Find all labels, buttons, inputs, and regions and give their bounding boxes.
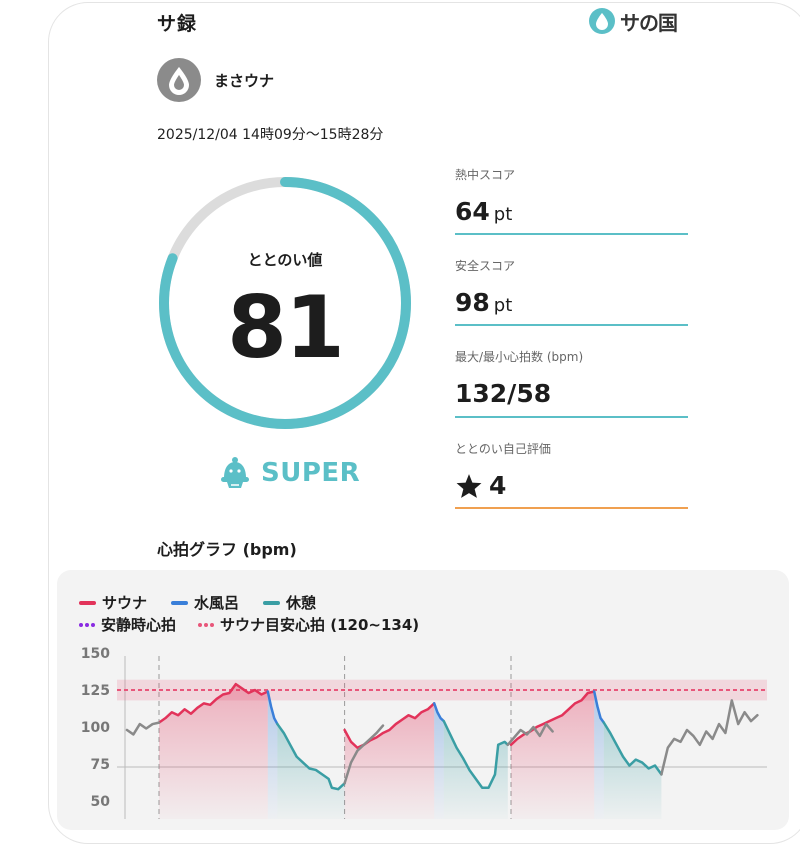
- stat-label: ととのい自己評価: [455, 442, 551, 456]
- stat-value: 98 pt: [455, 288, 513, 317]
- y-tick: 125: [80, 683, 110, 699]
- legend-sauna-target: サウナ目安心拍 (120~134): [220, 616, 420, 634]
- username[interactable]: まさウナ: [214, 72, 275, 90]
- page-title: サ録: [157, 13, 198, 35]
- stat-value: 132/58: [455, 379, 552, 408]
- water-bath-swatch: [171, 600, 189, 605]
- water-bath-series-line: [592, 690, 606, 724]
- water-bath-area: [267, 691, 278, 819]
- legend-water-bath: 水風呂: [194, 594, 240, 612]
- sauna-area: [159, 684, 268, 819]
- stat-safety-score: 安全スコア 98 pt: [455, 257, 688, 326]
- divider: [455, 233, 688, 235]
- rest-series-line: [442, 719, 510, 789]
- legend-resting-hr: 安静時心拍: [101, 616, 177, 634]
- totonoi-progress-arc: [159, 177, 411, 429]
- stat-self-evaluation[interactable]: ととのい自己評価 4: [455, 440, 688, 509]
- sauna-area: [511, 691, 595, 819]
- stat-label: 最大/最小心拍数 (bpm): [455, 350, 584, 364]
- idle-series-line: [506, 722, 554, 747]
- legend-rest: 休憩: [286, 594, 317, 612]
- divider: [455, 416, 688, 418]
- stat-value: 4: [455, 471, 688, 500]
- sauna-series-line: [157, 682, 270, 724]
- y-tick: 75: [90, 757, 110, 773]
- stat-heart-rate: 最大/最小心拍数 (bpm) 132/58: [455, 348, 688, 418]
- totonoi-value: 81: [227, 278, 345, 378]
- water-bath-area: [594, 691, 604, 819]
- brand-logo[interactable]: サの国: [588, 6, 678, 36]
- rest-area: [603, 722, 662, 819]
- divider: [455, 507, 688, 509]
- droplet-icon: [589, 8, 615, 34]
- water-bath-series-line: [432, 702, 446, 723]
- stat-label: 安全スコア: [455, 259, 516, 273]
- totonoi-label: ととのい値: [247, 251, 323, 269]
- avatar[interactable]: [157, 58, 201, 102]
- rest-series-line: [602, 721, 663, 776]
- rest-series-line: [276, 722, 346, 791]
- stat-value: 64 pt: [455, 197, 513, 226]
- sauna-hat-icon: [221, 457, 249, 488]
- rest-area: [277, 724, 345, 819]
- totonoi-ring: [159, 177, 411, 429]
- rest-area: [443, 721, 508, 819]
- y-tick: 50: [90, 794, 110, 810]
- stat-label: 熱中スコア: [455, 168, 516, 182]
- brand-logo-text: サの国: [620, 10, 678, 35]
- droplet-avatar-icon: [169, 67, 189, 95]
- graph-legend-row-1: サウナ 水風呂 休憩: [79, 592, 316, 613]
- divider: [455, 324, 688, 326]
- water-bath-series-line: [266, 690, 279, 726]
- rank-label: SUPER: [261, 458, 361, 488]
- star-icon: [456, 473, 482, 498]
- stat-heat-score: 熱中スコア 64 pt: [455, 166, 688, 235]
- idle-series-line: [660, 699, 759, 776]
- rest-swatch: [263, 600, 281, 605]
- session-datetime: 2025/12/04 14時09分～15時28分: [157, 127, 384, 143]
- legend-sauna: サウナ: [102, 594, 148, 612]
- y-tick: 150: [80, 646, 110, 662]
- resting-hr-swatch: [79, 622, 95, 627]
- idle-series-line: [125, 721, 161, 736]
- water-bath-area: [434, 703, 444, 819]
- y-tick: 100: [80, 720, 110, 736]
- target-swatch: [198, 622, 215, 627]
- rank-badge: SUPER: [219, 456, 360, 490]
- sauna-area: [344, 703, 435, 819]
- sauna-series-line: [343, 702, 436, 750]
- sauna-swatch: [79, 600, 96, 605]
- heart-rate-chart: [117, 656, 767, 819]
- graph-title: 心拍グラフ (bpm): [157, 540, 297, 559]
- graph-legend-row-2: 安静時心拍 サウナ目安心拍 (120~134): [79, 614, 419, 635]
- idle-series-line: [343, 724, 385, 785]
